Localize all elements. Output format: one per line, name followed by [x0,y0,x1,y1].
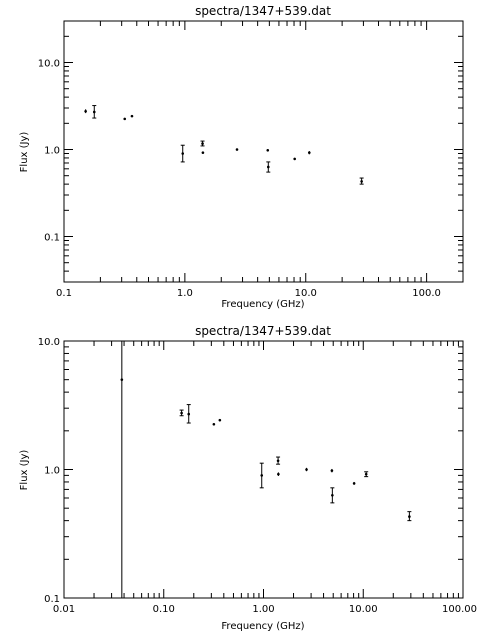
chart-1-title: spectra/1347+539.dat [195,4,331,18]
data-marker [187,412,191,416]
chart-1-x-axis-label: Frequency (GHz) [221,299,304,310]
data-point [266,148,270,152]
chart-1-x-tick-label: 100.0 [412,288,441,299]
data-marker [364,472,368,476]
data-point [130,114,134,118]
data-point [92,105,97,119]
data-marker [293,157,296,161]
chart-1-y-ticks [64,20,463,283]
chart-2-x-ticks [63,341,464,598]
chart-1-y-tick-label: 10.0 [38,59,60,70]
chart-1-y-tick-label: 1.0 [44,146,60,157]
data-marker [201,151,205,154]
data-point [359,177,364,185]
data-marker [352,482,356,485]
data-marker [307,151,311,154]
data-point [307,151,311,155]
chart-2-data-points [119,340,412,599]
data-marker [266,165,270,169]
chart-2-y-ticks [64,340,463,599]
data-marker [120,378,124,381]
data-point [266,161,271,173]
data-point [259,462,264,489]
data-marker [92,110,96,114]
data-marker [260,474,264,477]
data-point [276,456,281,465]
data-point [218,418,222,422]
data-point [407,511,412,522]
data-point [180,144,185,163]
chart-1-y-axis-label: Flux (Jy) [19,132,30,173]
chart-1-data-points [84,105,364,185]
chart-2-y-tick-label: 0.1 [44,594,60,605]
chart-2-y-tick-label: 1.0 [44,466,60,477]
chart-2-x-tick-label: 0.10 [153,604,175,615]
data-marker [218,418,222,422]
chart-2-y-tick-label: 10.0 [38,337,60,348]
data-marker [408,515,411,518]
data-point [352,481,356,485]
data-marker [276,459,280,463]
data-marker [235,148,239,151]
chart-1-plot-frame [63,20,464,283]
data-marker [84,109,87,113]
chart-2-x-tick-label: 1.00 [252,604,274,615]
data-marker [130,114,134,118]
chart-2-y-axis-label: Flux (Jy) [19,450,30,491]
chart-1-x-tick-label: 1.0 [177,288,193,299]
chart-2-x-tick-label: 100.00 [442,604,477,615]
chart-1: spectra/1347+539.dat 0.1 1.0 10.0 100.0 … [19,4,464,310]
chart-2: spectra/1347+539.dat 0.01 0.10 1.00 10.0… [19,324,477,632]
chart-1-x-ticks [63,21,464,282]
data-marker [266,148,270,152]
data-point [364,471,369,478]
data-marker [123,117,127,121]
chart-1-y-tick-label: 0.1 [44,233,60,244]
data-point [123,117,127,121]
data-point [200,140,205,147]
data-marker [330,469,334,472]
data-marker [331,493,334,497]
data-point [235,148,239,151]
data-marker [305,468,308,471]
data-point [277,472,280,477]
data-marker [181,152,185,155]
data-point [330,468,334,473]
data-point [186,404,191,424]
chart-2-x-tick-label: 0.01 [53,604,75,615]
chart-1-x-tick-label: 10.0 [295,288,317,299]
chart-2-x-tick-label: 10.00 [349,604,378,615]
chart-1-x-tick-label: 0.1 [56,288,72,299]
data-marker [212,422,216,426]
data-marker [180,411,183,415]
data-point [201,151,205,154]
data-point [293,157,296,161]
data-point [305,467,308,472]
data-point [212,422,216,426]
data-marker [201,142,204,145]
data-marker [277,472,280,476]
data-point [330,487,335,504]
chart-2-x-axis-label: Frequency (GHz) [221,621,304,632]
chart-2-title: spectra/1347+539.dat [195,324,331,338]
data-point [179,409,184,417]
data-marker [360,180,363,183]
data-point [84,109,87,114]
data-point [119,340,124,599]
